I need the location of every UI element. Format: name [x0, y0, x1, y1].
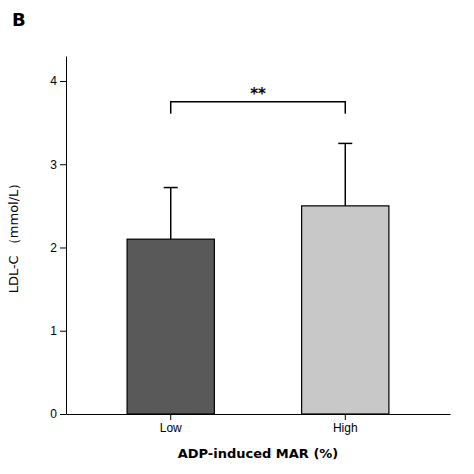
chart: 0 1 2 3 4 Low High ** B ADP-induced MAR (%) LDL-C … — [0, 0, 474, 474]
bar — [302, 206, 389, 414]
y-tick-mark — [60, 81, 66, 82]
y-tick: 1 — [50, 324, 66, 338]
y-tick-label: 3 — [50, 158, 57, 172]
y-tick-label: 4 — [50, 74, 57, 88]
error-bar-stem — [345, 143, 347, 205]
y-tick-mark — [60, 164, 66, 165]
y-axis-line — [66, 57, 67, 415]
x-tick-label: Low — [160, 421, 182, 435]
y-tick: 2 — [50, 241, 66, 255]
x-tick: High — [333, 414, 358, 435]
marks — [127, 102, 389, 414]
error-bar-stem — [170, 188, 172, 240]
x-tick-mark — [345, 414, 346, 420]
x-tick-mark — [170, 414, 171, 420]
error-bar — [338, 143, 352, 205]
x-axis-title: ADP-induced MAR (%) — [178, 446, 339, 461]
y-tick: 3 — [50, 158, 66, 172]
bar — [127, 239, 214, 414]
significance-bracket — [171, 102, 346, 114]
y-tick-mark — [60, 414, 66, 415]
error-bar-cap — [164, 187, 178, 189]
x-tick: Low — [160, 414, 182, 435]
x-axis-line — [67, 414, 451, 415]
x-tick-label: High — [333, 421, 358, 435]
x-axis: Low High — [67, 414, 451, 435]
y-tick: 4 — [50, 74, 66, 88]
plot: 0 1 2 3 4 Low High ** — [50, 57, 450, 435]
error-bar-cap — [338, 143, 352, 145]
y-tick-mark — [60, 247, 66, 248]
title: B — [12, 9, 26, 30]
y-tick-label: 2 — [50, 241, 57, 255]
y-axis-title: LDL-C （mmol/L） — [6, 177, 21, 294]
y-axis: 0 1 2 3 4 — [50, 57, 66, 422]
y-tick-mark — [60, 331, 66, 332]
y-tick: 0 — [50, 407, 66, 421]
error-bar — [164, 188, 178, 240]
y-tick-label: 1 — [50, 324, 57, 338]
y-tick-label: 0 — [50, 407, 57, 421]
significance-label: ** — [250, 85, 266, 103]
